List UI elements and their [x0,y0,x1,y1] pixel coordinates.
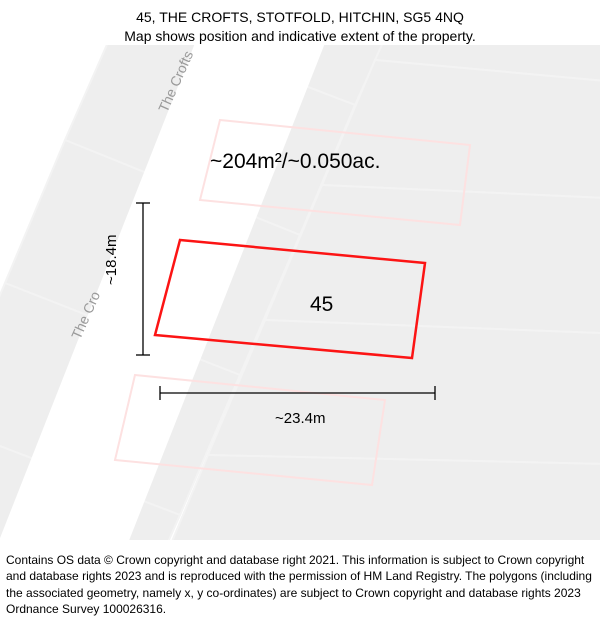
header: 45, THE CROFTS, STOTFOLD, HITCHIN, SG5 4… [0,0,600,46]
map-canvas: ~204m²/~0.050ac. 45 ~18.4m ~23.4m The Cr… [0,45,600,540]
dimension-horizontal-label: ~23.4m [275,410,325,427]
page-subtitle: Map shows position and indicative extent… [0,27,600,46]
house-number-label: 45 [310,293,333,317]
area-label: ~204m²/~0.050ac. [210,150,380,174]
page-title: 45, THE CROFTS, STOTFOLD, HITCHIN, SG5 4… [0,8,600,27]
dimension-vertical-label: ~18.4m [103,235,120,285]
footer-attribution: Contains OS data © Crown copyright and d… [0,548,600,625]
